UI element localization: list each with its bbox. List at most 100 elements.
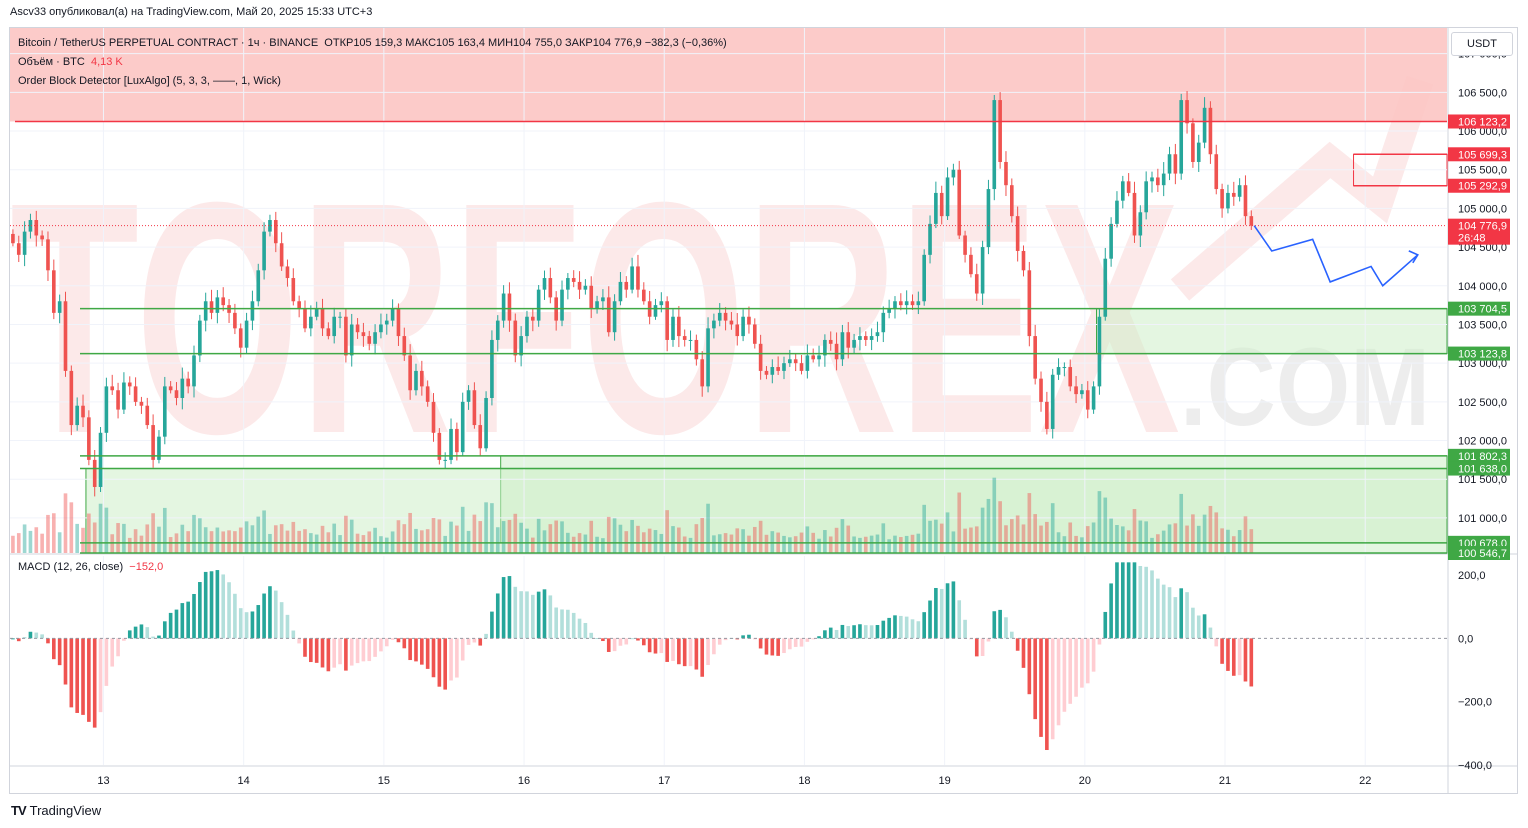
candle-body[interactable] bbox=[127, 382, 132, 387]
candle-body[interactable] bbox=[665, 301, 669, 340]
candle-body[interactable] bbox=[384, 320, 389, 325]
candle-body[interactable] bbox=[869, 336, 874, 340]
candle-body[interactable] bbox=[770, 367, 775, 375]
candle-body[interactable] bbox=[782, 363, 786, 371]
macd-legend[interactable]: MACD (12, 26, close) −152,0 bbox=[18, 561, 163, 573]
candle-body[interactable] bbox=[519, 336, 523, 356]
candle-body[interactable] bbox=[934, 192, 938, 224]
candle-body[interactable] bbox=[653, 305, 658, 317]
candle-body[interactable] bbox=[939, 192, 944, 217]
candle-body[interactable] bbox=[951, 169, 956, 178]
candle-body[interactable] bbox=[1220, 189, 1224, 209]
candle-body[interactable] bbox=[495, 320, 500, 340]
candle-body[interactable] bbox=[81, 405, 85, 418]
candle-body[interactable] bbox=[162, 386, 167, 437]
candle-body[interactable] bbox=[1185, 100, 1189, 124]
candle-body[interactable] bbox=[1243, 185, 1248, 217]
candle-body[interactable] bbox=[1074, 386, 1078, 395]
candle-body[interactable] bbox=[490, 339, 494, 398]
candle-body[interactable] bbox=[1021, 250, 1026, 271]
candle-body[interactable] bbox=[1132, 192, 1137, 236]
candle-body[interactable] bbox=[1138, 212, 1143, 236]
candle-body[interactable] bbox=[215, 297, 220, 313]
candle-body[interactable] bbox=[361, 332, 366, 337]
candle-body[interactable] bbox=[1231, 192, 1236, 197]
candle-body[interactable] bbox=[525, 316, 529, 337]
candle-body[interactable] bbox=[87, 417, 91, 460]
candle-body[interactable] bbox=[501, 293, 506, 321]
candle-body[interactable] bbox=[268, 220, 272, 232]
candle-body[interactable] bbox=[367, 336, 372, 344]
candle-body[interactable] bbox=[659, 301, 664, 306]
candle-body[interactable] bbox=[104, 386, 109, 433]
candle-body[interactable] bbox=[1115, 200, 1119, 224]
candle-body[interactable] bbox=[466, 390, 471, 402]
candle-body[interactable] bbox=[858, 336, 862, 340]
tradingview-brand[interactable]: TV TradingView bbox=[11, 802, 101, 818]
candle-body[interactable] bbox=[741, 316, 745, 337]
candle-body[interactable] bbox=[250, 301, 255, 321]
candle-body[interactable] bbox=[887, 308, 891, 313]
candle-body[interactable] bbox=[688, 339, 693, 341]
candle-body[interactable] bbox=[963, 235, 967, 255]
candle-body[interactable] bbox=[145, 405, 150, 426]
candle-body[interactable] bbox=[338, 316, 342, 318]
candle-body[interactable] bbox=[752, 324, 757, 344]
candle-body[interactable] bbox=[1208, 107, 1213, 155]
candle-body[interactable] bbox=[151, 425, 155, 460]
candle-body[interactable] bbox=[244, 320, 249, 348]
candle-body[interactable] bbox=[16, 243, 21, 255]
candle-body[interactable] bbox=[758, 343, 763, 371]
candle-body[interactable] bbox=[349, 324, 354, 356]
candle-body[interactable] bbox=[198, 320, 202, 356]
candle-body[interactable] bbox=[484, 397, 488, 449]
candle-body[interactable] bbox=[1062, 367, 1067, 369]
candle-body[interactable] bbox=[408, 355, 412, 391]
candle-body[interactable] bbox=[747, 316, 751, 325]
candle-body[interactable] bbox=[34, 220, 39, 236]
candle-body[interactable] bbox=[1010, 185, 1014, 217]
candle-body[interactable] bbox=[40, 235, 44, 240]
candle-body[interactable] bbox=[899, 301, 903, 306]
candle-body[interactable] bbox=[414, 370, 418, 391]
legend-indicator-row[interactable]: Order Block Detector [LuxAlgo] (5, 3, 3,… bbox=[18, 72, 727, 91]
candle-body[interactable] bbox=[1167, 154, 1172, 174]
candle-body[interactable] bbox=[168, 386, 173, 391]
candle-body[interactable] bbox=[717, 312, 722, 321]
candle-body[interactable] bbox=[560, 289, 564, 321]
candle-body[interactable] bbox=[671, 316, 675, 340]
candle-body[interactable] bbox=[174, 390, 179, 398]
candle-body[interactable] bbox=[513, 320, 518, 356]
candle-body[interactable] bbox=[566, 278, 570, 290]
candle-body[interactable] bbox=[729, 320, 734, 325]
candle-body[interactable] bbox=[238, 328, 243, 348]
candle-body[interactable] bbox=[700, 359, 705, 387]
candle-body[interactable] bbox=[309, 316, 313, 329]
candle-body[interactable] bbox=[192, 355, 196, 387]
candle-body[interactable] bbox=[630, 266, 634, 290]
candle-body[interactable] bbox=[437, 432, 442, 460]
candle-body[interactable] bbox=[817, 355, 821, 360]
candle-body[interactable] bbox=[285, 266, 290, 279]
candle-body[interactable] bbox=[431, 401, 436, 433]
candle-body[interactable] bbox=[209, 301, 214, 313]
candle-body[interactable] bbox=[1085, 390, 1090, 410]
candle-body[interactable] bbox=[63, 301, 68, 371]
candle-body[interactable] bbox=[396, 308, 401, 337]
candle-body[interactable] bbox=[1103, 258, 1108, 317]
candle-body[interactable] bbox=[957, 169, 962, 236]
candle-body[interactable] bbox=[379, 324, 383, 333]
candle-body[interactable] bbox=[186, 378, 190, 387]
candle-body[interactable] bbox=[1226, 192, 1230, 209]
candle-body[interactable] bbox=[548, 278, 553, 298]
candle-body[interactable] bbox=[1191, 123, 1195, 162]
candle-body[interactable] bbox=[69, 370, 74, 426]
candle-body[interactable] bbox=[1214, 154, 1219, 190]
candle-body[interactable] bbox=[303, 308, 307, 329]
candle-body[interactable] bbox=[425, 386, 430, 402]
candle-body[interactable] bbox=[314, 308, 319, 317]
candle-body[interactable] bbox=[449, 428, 453, 460]
candle-body[interactable] bbox=[507, 293, 512, 321]
candle-body[interactable] bbox=[922, 254, 926, 302]
candle-body[interactable] bbox=[57, 301, 62, 313]
